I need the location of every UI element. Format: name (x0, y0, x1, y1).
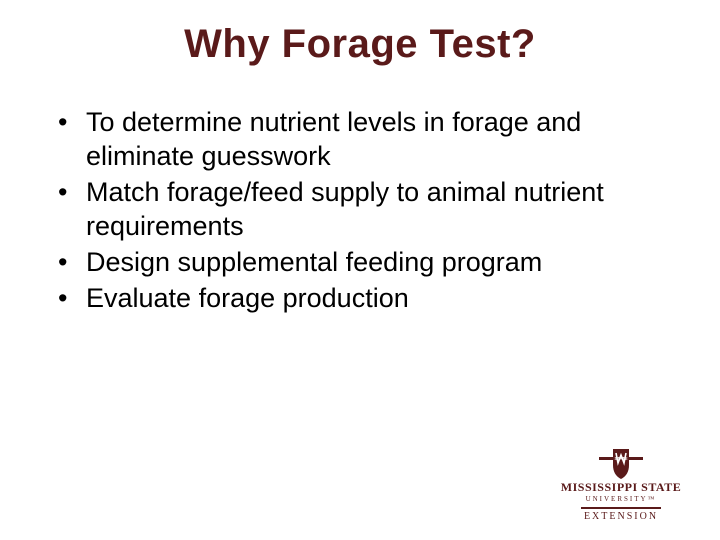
logo-extension-label: EXTENSION (546, 511, 696, 522)
logo-divider (581, 507, 661, 509)
logo-state-text: STATE (614, 456, 627, 461)
slide-title: Why Forage Test? (0, 0, 720, 67)
list-item: Design supplemental feeding program (58, 245, 660, 279)
logo-shield-icon: STATE (546, 449, 696, 479)
list-item: Evaluate forage production (58, 281, 660, 315)
list-item: To determine nutrient levels in forage a… (58, 105, 660, 173)
list-item: Match forage/feed supply to animal nutri… (58, 175, 660, 243)
logo-university-name: MISSISSIPPI STATE (546, 481, 696, 494)
msu-extension-logo: STATE MISSISSIPPI STATE UNIVERSITY™ EXTE… (546, 449, 696, 522)
logo-university-suffix: UNIVERSITY™ (546, 495, 696, 503)
bullet-list: To determine nutrient levels in forage a… (0, 105, 720, 315)
